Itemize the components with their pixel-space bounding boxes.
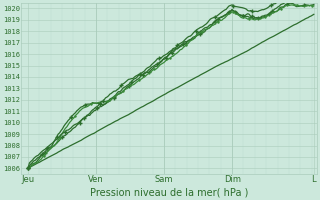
X-axis label: Pression niveau de la mer( hPa ): Pression niveau de la mer( hPa ) <box>90 187 248 197</box>
